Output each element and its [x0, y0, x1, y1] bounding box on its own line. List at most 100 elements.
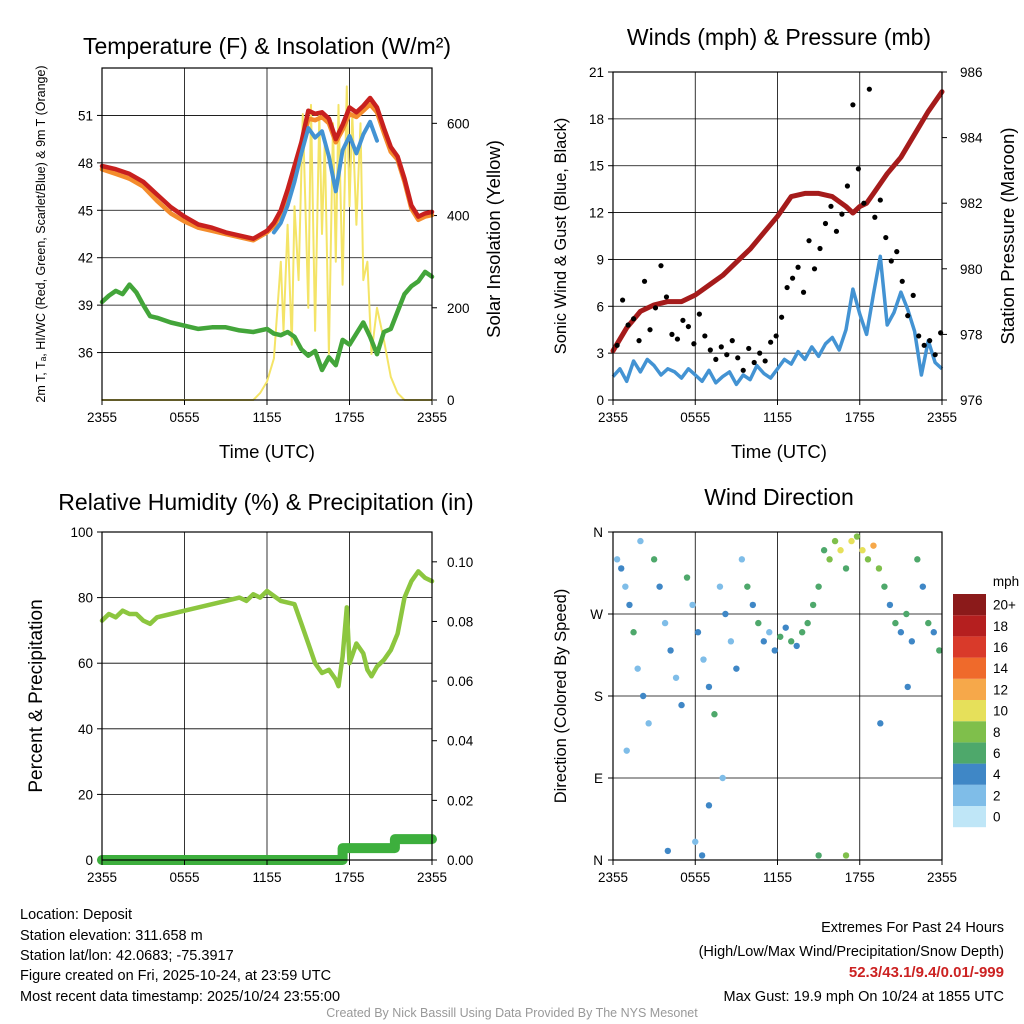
pressure-line [610, 89, 945, 354]
footer-location: Location: Deposit [20, 907, 133, 923]
colorbar-label: 18 [993, 619, 1008, 634]
colorbar-label: 12 [993, 682, 1008, 697]
direction-point [656, 583, 663, 590]
direction-point [613, 556, 621, 563]
gust-point [669, 331, 675, 337]
direction-point [877, 720, 884, 727]
wind-ytick-label: 3 [596, 346, 604, 361]
rh-y-axis-label: Percent & Precipitation [26, 599, 47, 792]
gust-point [718, 344, 724, 350]
direction-point [782, 624, 789, 631]
direction-point [661, 619, 669, 627]
direction-point [831, 537, 839, 545]
wind-y2tick-label: 984 [960, 131, 983, 146]
direction-point [667, 647, 674, 654]
wind-xtick-label: 2355 [598, 410, 628, 425]
direction-point [919, 583, 927, 590]
temp-ytick-label: 39 [78, 298, 93, 313]
gust-point [768, 339, 774, 345]
direction-point [925, 619, 932, 627]
gust-point [658, 263, 664, 269]
direction-point [842, 852, 850, 859]
wind-ytick-label: 0 [596, 393, 604, 408]
rh-ytick-label: 40 [78, 722, 93, 737]
colorbar-title: mph [993, 574, 1019, 589]
temp-y2tick-label: 200 [447, 301, 470, 316]
wind-y-axis-label: Sonic Wind & Gust (Blue, Black) [552, 118, 570, 355]
gust-point [691, 341, 697, 347]
direction-point [639, 692, 647, 700]
direction-point [727, 638, 735, 645]
direction-point [793, 642, 800, 650]
direction-point [897, 629, 905, 636]
colorbar-swatch [953, 700, 986, 722]
temp-2m-line [99, 95, 435, 241]
colorbar-label: 6 [993, 746, 1001, 761]
gust-point [619, 297, 626, 303]
extremes-values: 52.3/43.1/9.4/0.01/-999 [848, 964, 1004, 981]
colorbar-label: 8 [993, 725, 1001, 740]
credit-line: Created By Nick Bassill Using Data Provi… [326, 1006, 698, 1020]
wind-y2tick-label: 982 [960, 196, 983, 211]
direction-point [672, 674, 680, 681]
gust-point [702, 333, 708, 339]
wind-y2-axis-label: Station Pressure (Maroon) [997, 128, 1018, 345]
direction-point [637, 537, 644, 545]
temp-xtick-label: 1155 [252, 410, 281, 425]
footer-created: Figure created on Fri, 2025-10-24, at 23… [20, 968, 332, 984]
gust-point [773, 333, 779, 339]
gust-point [916, 333, 922, 339]
direction-point [760, 638, 767, 645]
direction-point [853, 533, 861, 540]
temp-ytick-label: 51 [78, 108, 93, 123]
gust-point [905, 313, 911, 319]
extremes-subtitle: (High/Low/Max Wind/Precipitation/Snow De… [698, 944, 1004, 960]
colorbar-label: 0 [993, 810, 1001, 825]
direction-point [904, 683, 911, 691]
rh-xtick-label: 1155 [252, 870, 281, 885]
direction-point [820, 547, 828, 554]
colorbar-label: 16 [993, 640, 1008, 655]
direction-point [886, 601, 894, 609]
colorbar-swatch [953, 742, 986, 764]
wind-y2tick-label: 980 [960, 262, 983, 277]
gust-point [751, 359, 757, 366]
gust-point [707, 347, 713, 353]
footer-latlon: Station lat/lon: 42.0683; -75.3917 [20, 948, 234, 964]
direction-point [630, 629, 637, 636]
rh-ytick-label: 60 [78, 656, 93, 671]
extremes-title: Extremes For Past 24 Hours [821, 920, 1004, 936]
temp-y2-axis-label: Solar Insolation (Yellow) [483, 140, 504, 338]
temp-ytick-label: 42 [78, 251, 93, 266]
wind-xtick-label: 1755 [845, 410, 875, 425]
rh-y2tick-label: 0.06 [447, 674, 473, 689]
gust-point [735, 355, 741, 361]
gust-point [872, 214, 878, 220]
rh-xtick-label: 1755 [334, 870, 364, 885]
gust-point [636, 338, 642, 344]
direction-point [755, 619, 762, 627]
dir-xtick-label: 1755 [845, 870, 875, 885]
colorbar-swatch [953, 678, 986, 700]
gust-point [762, 358, 768, 364]
temp-chart-title: Temperature (F) & Insolation (W/m²) [83, 33, 451, 59]
direction-point [815, 583, 822, 590]
gust-point [800, 289, 807, 295]
direction-point [777, 633, 784, 640]
temp-xtick-label: 0555 [169, 410, 199, 425]
footer-recent: Most recent data timestamp: 2025/10/24 2… [20, 989, 341, 1005]
gust-point [910, 292, 916, 298]
direction-point [798, 629, 806, 636]
direction-point [875, 565, 883, 572]
sonic-wind-line [611, 254, 944, 387]
wind-ytick-label: 6 [596, 299, 604, 314]
wind-ytick-label: 18 [589, 112, 604, 127]
colorbar-label: 20+ [993, 598, 1016, 613]
colorbar-label: 10 [993, 704, 1008, 719]
gust-point [630, 316, 637, 322]
wind-chart-title: Winds (mph) & Pressure (mb) [627, 24, 931, 50]
direction-point [914, 556, 921, 563]
gust-point [674, 336, 681, 342]
gust-point [828, 203, 834, 209]
